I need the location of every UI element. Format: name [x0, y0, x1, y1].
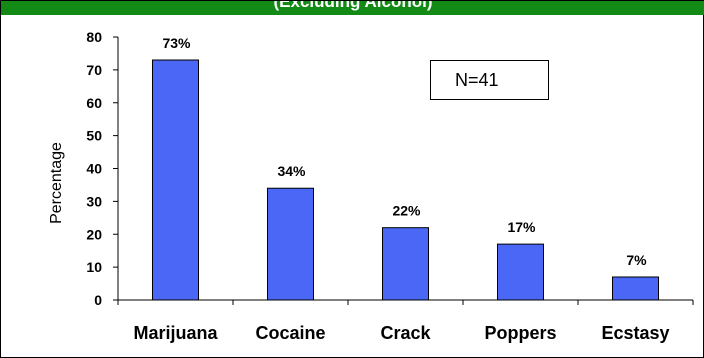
sample-size-box: N=41 — [430, 60, 549, 100]
category-label-ecstasy: Ecstasy — [601, 323, 669, 343]
y-tick-label: 60 — [86, 95, 102, 111]
category-label-poppers: Poppers — [484, 323, 556, 343]
bar-crack — [382, 227, 429, 301]
data-label-cocaine: 34% — [277, 163, 306, 179]
header-band: (Excluding Alcohol) — [1, 1, 704, 15]
y-tick-label: 30 — [86, 193, 102, 209]
bar-marijuana — [152, 59, 199, 301]
bar-cocaine — [267, 187, 314, 301]
data-label-marijuana: 73% — [162, 35, 191, 51]
y-tick-label: 40 — [86, 161, 102, 177]
chart-header-title: (Excluding Alcohol) — [273, 1, 433, 11]
axes-group — [113, 36, 694, 305]
category-label-crack: Crack — [380, 323, 431, 343]
y-tick-label: 0 — [94, 292, 102, 308]
y-tick-label: 50 — [86, 128, 102, 144]
bar-poppers — [497, 243, 544, 301]
y-tick-label: 80 — [86, 29, 102, 45]
bar-ecstasy — [612, 276, 659, 301]
category-label-cocaine: Cocaine — [255, 323, 325, 343]
y-tick-label: 10 — [86, 259, 102, 275]
y-tick-label: 20 — [86, 226, 102, 242]
labels-group: 73% Marijuana 34% Cocaine 22% Crack 17% Poppers… — [86, 29, 669, 343]
y-axis-label: Percentage — [48, 142, 65, 224]
data-label-poppers: 17% — [507, 219, 536, 235]
category-label-marijuana: Marijuana — [133, 323, 218, 343]
bars-group — [152, 59, 659, 301]
data-label-crack: 22% — [392, 203, 421, 219]
data-label-ecstasy: 7% — [626, 252, 647, 268]
y-tick-label: 70 — [86, 62, 102, 78]
